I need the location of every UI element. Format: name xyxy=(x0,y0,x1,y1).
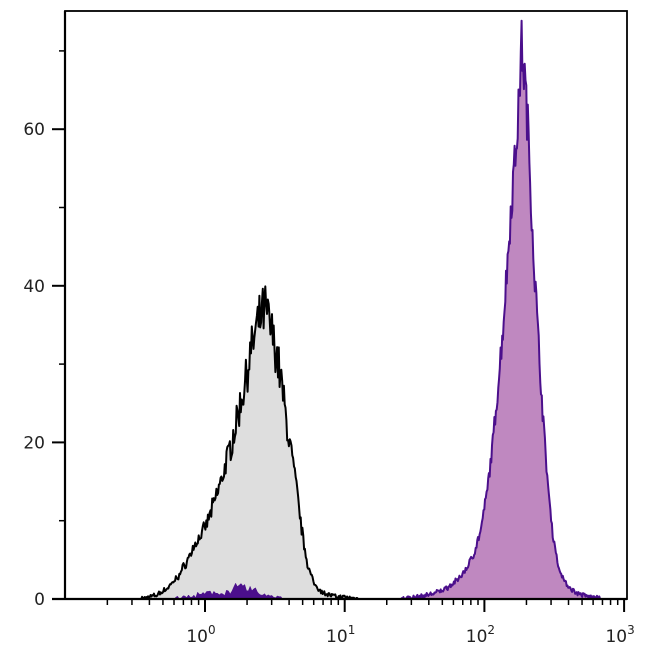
x-axis: 100 101 102 103 xyxy=(106,599,635,647)
histogram-series xyxy=(140,19,604,600)
y-tick-label: 20 xyxy=(23,433,45,453)
y-tick-label: 40 xyxy=(23,277,45,297)
x-tick-label: 103 xyxy=(605,623,634,647)
y-tick-label: 0 xyxy=(34,590,45,610)
y-axis: 0 20 40 60 xyxy=(23,50,65,610)
series-stained-low-noise xyxy=(173,582,283,600)
x-tick-label: 100 xyxy=(186,623,215,647)
y-tick-label: 60 xyxy=(23,120,45,140)
x-tick-label: 101 xyxy=(326,623,355,647)
series-stained xyxy=(399,19,604,600)
x-tick-label: 102 xyxy=(466,623,495,647)
plot-area xyxy=(52,10,628,601)
series-control xyxy=(140,285,362,600)
